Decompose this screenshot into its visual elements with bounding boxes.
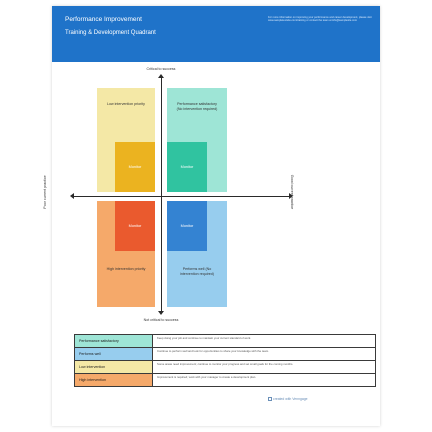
axis-label-bottom: Not critical to success xyxy=(143,318,179,322)
axis-label-right: Good current practice xyxy=(290,174,294,210)
quadrant-label-top-right: Performance satisfactory (No interventio… xyxy=(176,102,218,111)
axis-label-left: Poor current practice xyxy=(43,175,47,209)
legend-desc: Improvement is required; work with your … xyxy=(157,375,257,379)
monitor-box-bottom-left: Monitor xyxy=(115,201,155,251)
legend-row: Performs well Continue to perform well a… xyxy=(75,348,375,361)
banner-note: For more information on improving your p… xyxy=(268,16,372,23)
arrow-up-icon xyxy=(158,74,164,78)
horizontal-axis xyxy=(74,196,290,197)
arrow-right-icon xyxy=(289,193,293,199)
legend-row: Performance satisfactory Keep doing your… xyxy=(75,335,375,348)
quadrant-label-top-left: Low intervention priority xyxy=(107,102,145,106)
legend-row: Low intervention Some areas need improve… xyxy=(75,361,375,374)
legend-name: High intervention xyxy=(75,374,153,386)
banner-title: Performance Improvement xyxy=(65,16,142,23)
legend-name: Low intervention xyxy=(75,361,153,373)
legend-name: Performs well xyxy=(75,348,153,360)
monitor-box-top-right: Monitor xyxy=(167,142,207,192)
header-banner: Performance Improvement Training & Devel… xyxy=(52,6,380,62)
venngage-logo-icon xyxy=(268,397,272,401)
legend-table: Performance satisfactory Keep doing your… xyxy=(74,334,376,387)
arrow-down-icon xyxy=(158,311,164,315)
arrow-left-icon xyxy=(70,193,74,199)
monitor-box-top-left: Monitor xyxy=(115,142,155,192)
legend-desc: Some areas need improvement; continue to… xyxy=(157,362,294,366)
quadrant-label-bottom-right: Performs well (No intervention required) xyxy=(180,267,214,276)
legend-desc: Keep doing your job and continue to main… xyxy=(157,336,252,340)
quadrant-label-bottom-left: High intervention priority xyxy=(106,267,146,271)
vertical-axis xyxy=(161,77,162,312)
legend-desc: Continue to perform well and look for op… xyxy=(157,349,269,353)
monitor-box-bottom-right: Monitor xyxy=(167,201,207,251)
legend-row: High intervention Improvement is require… xyxy=(75,374,375,387)
legend-name: Performance satisfactory xyxy=(75,335,153,347)
footer-brand: created with Venngage xyxy=(273,397,308,401)
axis-label-top: Critical to success xyxy=(146,67,176,71)
banner-subtitle: Training & Development Quadrant xyxy=(65,30,156,36)
